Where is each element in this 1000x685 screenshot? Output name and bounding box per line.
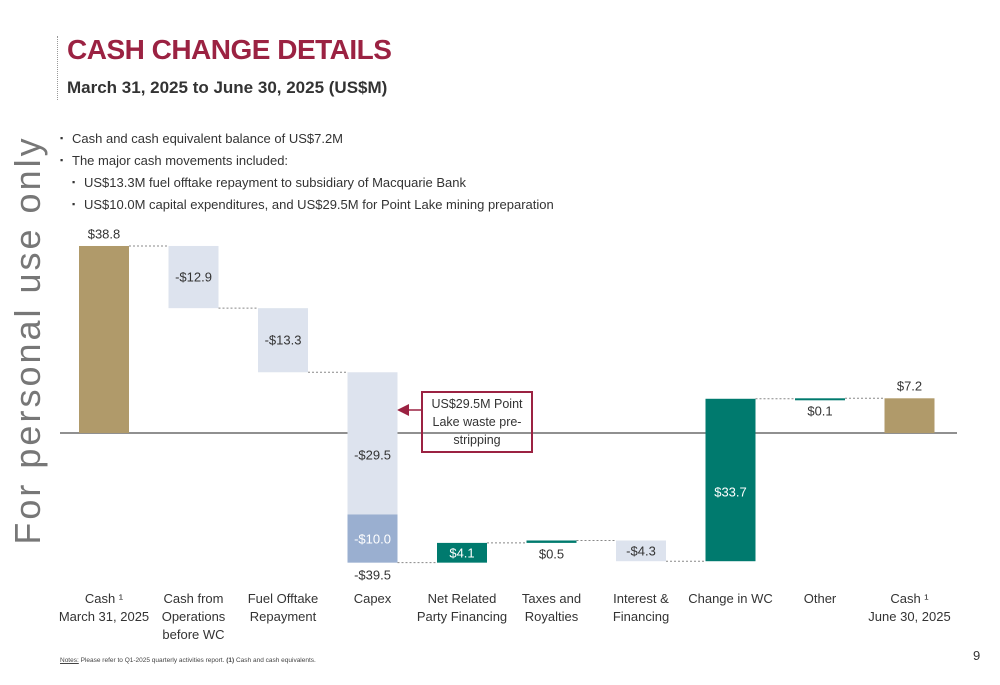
value-label: $38.8 <box>87 226 121 242</box>
value-label: -$29.5 <box>354 447 391 463</box>
bar <box>258 308 308 373</box>
bar <box>705 398 756 562</box>
notes-text: Please refer to Q1-2025 quarterly activi… <box>80 657 225 664</box>
x-tick-label: Net Related Party Financing <box>416 591 508 624</box>
x-tick-label: Taxes and Royalties <box>521 591 582 624</box>
value-label: -$4.3 <box>626 543 656 559</box>
x-tick-label: Cash from Operations before WC <box>161 591 226 642</box>
bar <box>526 540 577 543</box>
value-label: $7.2 <box>896 378 923 394</box>
value-label: -$10.0 <box>354 531 391 547</box>
bar <box>795 398 845 401</box>
bar <box>347 514 398 563</box>
x-tick-label: Change in WC <box>688 591 773 606</box>
x-tick-label: Cash ¹ June 30, 2025 <box>868 591 951 624</box>
value-label: $0.1 <box>807 403 833 419</box>
x-tick-label: Capex <box>353 591 392 606</box>
bullet: Cash and cash equivalent balance of US$7… <box>60 131 343 146</box>
notes-ref: (1) <box>226 657 235 664</box>
bar <box>437 542 487 563</box>
bar <box>168 245 219 309</box>
notes-heading: Notes: <box>60 657 79 664</box>
bar <box>347 372 398 515</box>
title: CASH CHANGE DETAILS <box>67 34 392 65</box>
x-tick-label: Other <box>803 591 837 606</box>
bullet: US$13.3M fuel offtake repayment to subsi… <box>72 175 466 190</box>
bar <box>616 540 666 562</box>
x-tick-label: Cash ¹ March 31, 2025 <box>58 591 150 624</box>
callout: US$29.5M Point Lake waste pre- stripping <box>421 391 533 453</box>
value-label: $4.1 <box>449 545 475 561</box>
value-label: -$13.3 <box>264 332 302 348</box>
notes: Notes: Please refer to Q1-2025 quarterly… <box>60 657 316 664</box>
x-tick-label: Fuel Offtake Repayment <box>247 591 319 624</box>
watermark: For personal use only <box>7 135 48 545</box>
subtitle: March 31, 2025 to June 30, 2025 (US$M) <box>67 78 388 97</box>
value-label: $0.5 <box>538 546 565 562</box>
value-label: $33.7 <box>714 484 747 500</box>
total-label: -$39.5 <box>354 567 391 583</box>
x-tick-label: Interest & Financing <box>612 591 670 624</box>
divider <box>57 36 58 100</box>
value-label: -$12.9 <box>175 269 212 285</box>
bar <box>884 398 935 433</box>
bar <box>79 245 129 433</box>
notes-text: Cash and cash equivalents. <box>235 657 316 664</box>
bullet: The major cash movements included: <box>60 153 288 168</box>
page-number: 9 <box>973 648 981 663</box>
bullet: US$10.0M capital expenditures, and US$29… <box>72 197 554 212</box>
